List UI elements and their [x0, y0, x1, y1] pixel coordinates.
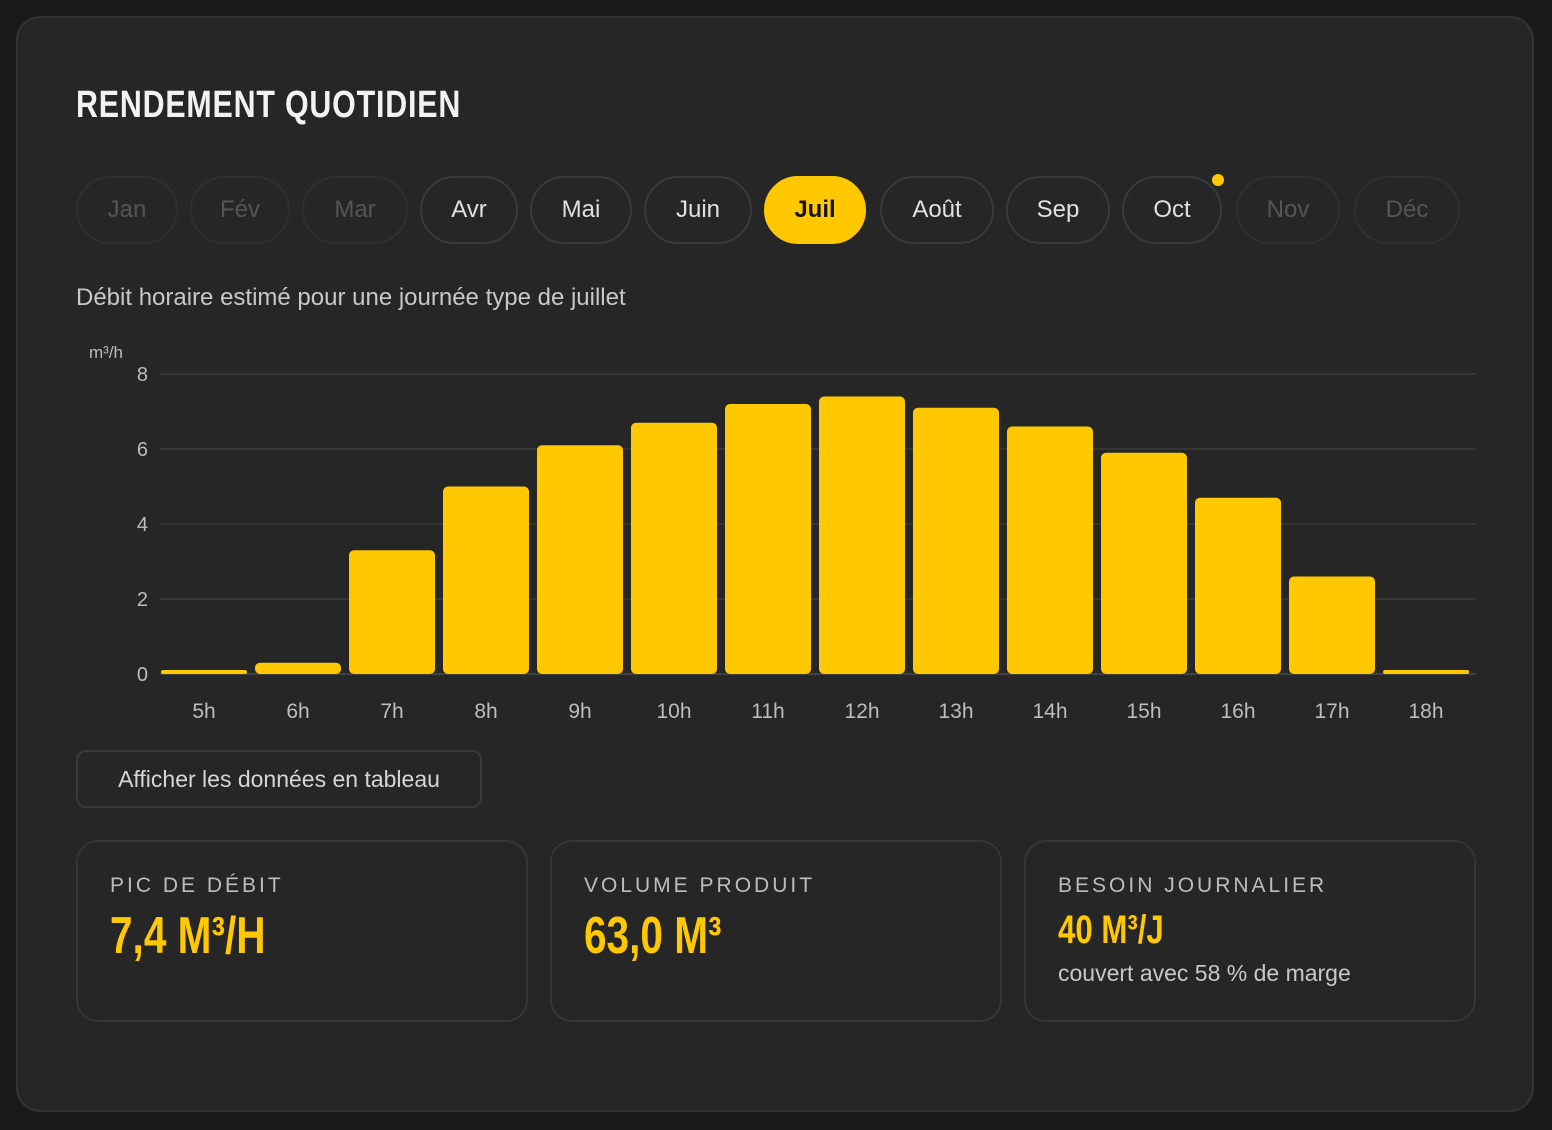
x-tick-label: 5h	[192, 700, 215, 723]
bar-6h[interactable]	[255, 663, 341, 674]
x-tick-label: 6h	[286, 700, 309, 723]
bar-16h[interactable]	[1195, 498, 1281, 674]
bar-5h[interactable]	[161, 670, 247, 674]
show-table-button[interactable]: Afficher les données en tableau	[76, 750, 482, 808]
x-tick-label: 15h	[1126, 700, 1161, 723]
x-tick-label: 14h	[1032, 700, 1067, 723]
x-tick-label: 18h	[1408, 700, 1443, 723]
bar-12h[interactable]	[819, 397, 905, 675]
stat-peak-flow: PIC DE DÉBIT 7,4 M³/H	[76, 840, 528, 1022]
x-tick-label: 13h	[938, 700, 973, 723]
y-tick-label: 4	[137, 514, 148, 536]
stat-daily-need-value: 40 M³/J	[1058, 908, 1164, 953]
x-tick-label: 16h	[1220, 700, 1255, 723]
x-tick-label: 7h	[380, 700, 403, 723]
x-tick-label: 17h	[1314, 700, 1349, 723]
stat-volume: VOLUME PRODUIT 63,0 M³	[550, 840, 1002, 1022]
bar-18h[interactable]	[1383, 670, 1469, 674]
x-tick-label: 10h	[656, 700, 691, 723]
daily-yield-card: RENDEMENT QUOTIDIEN Jan Fév Mar Avr Mai …	[16, 16, 1534, 1112]
bar-13h[interactable]	[913, 408, 999, 674]
stat-daily-need-note: couvert avec 58 % de marge	[1058, 960, 1351, 987]
stat-peak-flow-label: PIC DE DÉBIT	[110, 874, 284, 898]
stat-daily-need-label: BESOIN JOURNALIER	[1058, 874, 1327, 898]
bar-17h[interactable]	[1289, 577, 1375, 675]
y-tick-label: 0	[137, 664, 148, 686]
bar-7h[interactable]	[349, 550, 435, 674]
bar-9h[interactable]	[537, 445, 623, 674]
stat-daily-need: BESOIN JOURNALIER 40 M³/J couvert avec 5…	[1024, 840, 1476, 1022]
bar-8h[interactable]	[443, 487, 529, 675]
y-tick-label: 6	[137, 439, 148, 461]
stat-volume-value: 63,0 M³	[584, 906, 722, 966]
bar-15h[interactable]	[1101, 453, 1187, 674]
stat-peak-flow-value: 7,4 M³/H	[110, 906, 266, 966]
x-tick-label: 12h	[844, 700, 879, 723]
y-tick-label: 2	[137, 589, 148, 611]
y-axis-label: m³/h	[89, 343, 123, 362]
bar-11h[interactable]	[725, 404, 811, 674]
x-tick-label: 8h	[474, 700, 497, 723]
x-axis-ticks: 5h 6h 7h 8h 9h 10h 11h 12h 13h 14h 15h 16h 17h 18h	[192, 700, 1443, 723]
y-axis-ticks: 0 2 4 6 8	[137, 364, 148, 686]
x-tick-label: 11h	[751, 700, 784, 723]
bars	[161, 397, 1469, 675]
x-tick-label: 9h	[568, 700, 591, 723]
bar-10h[interactable]	[631, 423, 717, 674]
bar-14h[interactable]	[1007, 427, 1093, 675]
hourly-flow-chart: 0 2 4 6 8 m³/h 5h 6h 7h 8h 9h 10h 11h 12h 13h 14h 15h 1…	[18, 18, 1536, 738]
y-tick-label: 8	[137, 364, 148, 386]
stat-volume-label: VOLUME PRODUIT	[584, 874, 815, 898]
